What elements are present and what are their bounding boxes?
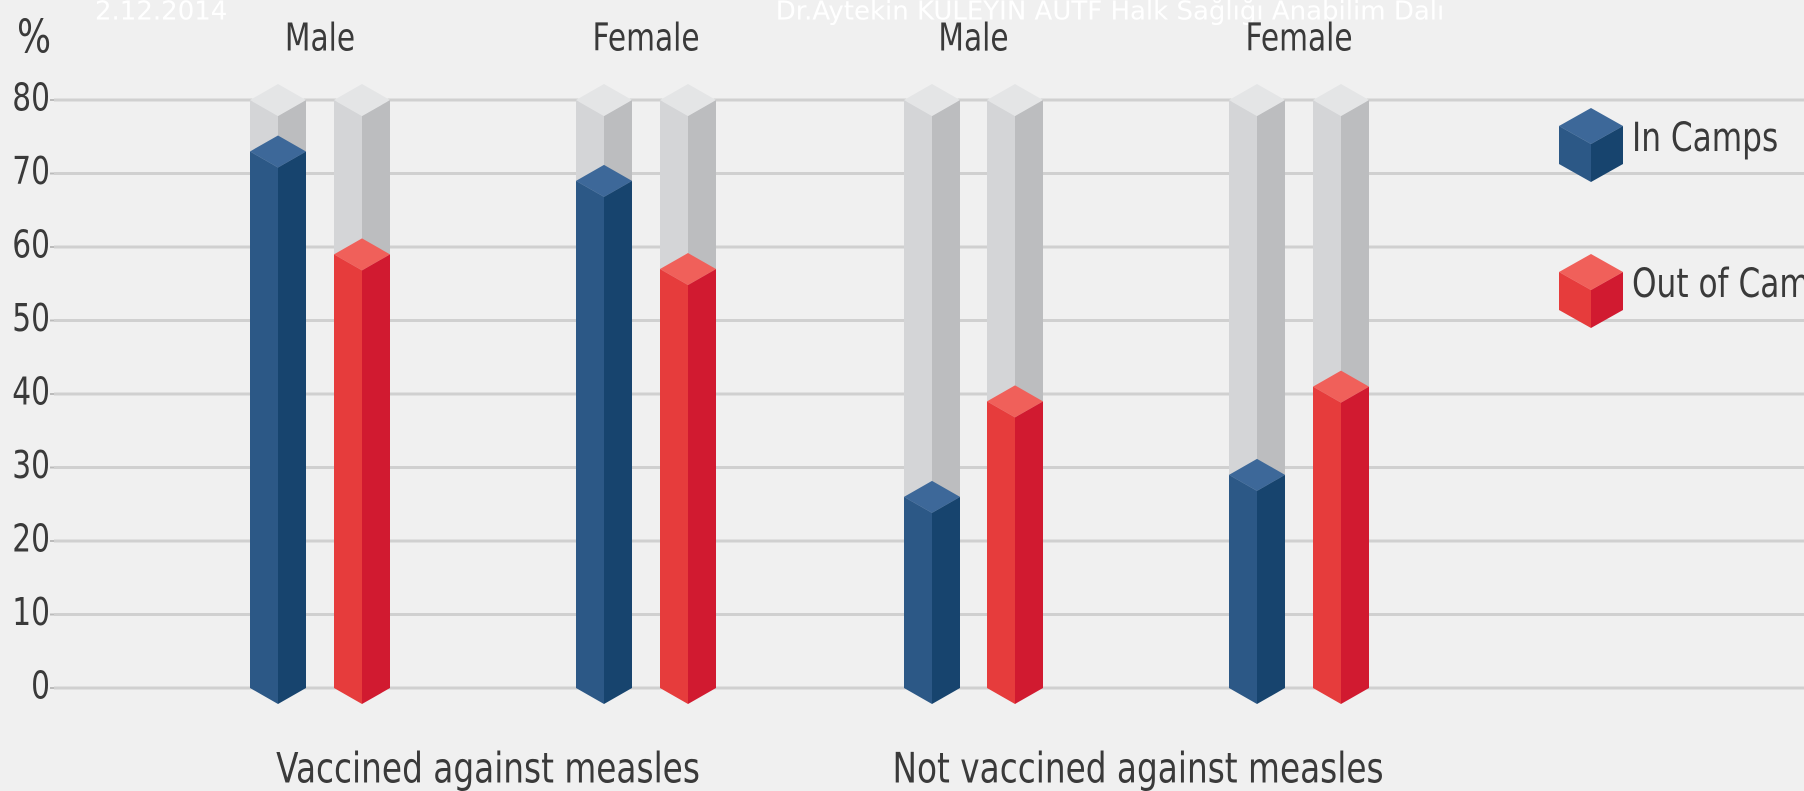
bar-right-face — [1257, 100, 1285, 491]
y-tick-label: 70 — [12, 150, 50, 195]
bar-top-face — [987, 84, 1043, 116]
bar-top-face — [334, 238, 390, 271]
legend-label: Out of Camps — [1632, 261, 1804, 307]
swatch-top — [1559, 108, 1623, 144]
bar-left-face — [1313, 386, 1341, 704]
swatch-left — [1559, 272, 1591, 328]
y-tick-label: 40 — [12, 370, 50, 415]
bar-top-face — [576, 164, 632, 197]
bar-right-face — [932, 496, 960, 704]
bar-background — [334, 84, 390, 271]
bar-top-face — [1229, 458, 1285, 491]
header-author: Dr.Aytekin KÜLEYİN AÜTF Halk Sağlığı Ana… — [776, 0, 1444, 27]
category-label: Male — [938, 16, 1008, 61]
bar-top-face — [1313, 370, 1369, 403]
bar-top-face — [987, 385, 1043, 418]
y-tick-label: 80 — [12, 76, 50, 121]
bar-left-face — [987, 100, 1015, 418]
y-tick-label: 50 — [12, 297, 50, 342]
bar-top-face — [660, 253, 716, 286]
bar-right-face — [1257, 474, 1285, 704]
y-tick-label: 0 — [31, 664, 50, 709]
bar-top-face — [250, 135, 306, 168]
bar-top-face — [334, 84, 390, 116]
bar-left-face — [1229, 474, 1257, 704]
group-label: Vaccined against measles — [276, 744, 700, 791]
bar-left-face — [660, 269, 688, 704]
bar-right-face — [278, 151, 306, 704]
bar-left-face — [1229, 100, 1257, 491]
bar-left-face — [250, 151, 278, 704]
bar-right-face — [1015, 401, 1043, 704]
y-tick-label: 30 — [12, 444, 50, 489]
category-label: Female — [1245, 16, 1352, 61]
bar-background — [987, 84, 1043, 418]
bar-right-face — [362, 254, 390, 704]
bar-top-face — [904, 480, 960, 513]
bar-left-face — [904, 496, 932, 704]
y-tick-label: 20 — [12, 517, 50, 562]
swatch-right — [1591, 126, 1623, 182]
bar — [576, 164, 632, 705]
bar-left-face — [904, 100, 932, 513]
bar-right-face — [362, 100, 390, 271]
bar-left-face — [660, 100, 688, 286]
bar-background — [660, 84, 716, 286]
bar-top-face — [576, 84, 632, 116]
bar — [250, 135, 306, 704]
bar-top-face — [660, 84, 716, 116]
bar — [987, 385, 1043, 704]
swatch-top — [1559, 254, 1623, 290]
group-label: Not vaccined against measles — [892, 744, 1383, 791]
bar — [904, 480, 960, 704]
bar-right-face — [1341, 386, 1369, 704]
category-label: Female — [592, 16, 699, 61]
bar-right-face — [932, 100, 960, 513]
bar — [334, 238, 390, 704]
bar-left-face — [576, 180, 604, 705]
bar — [1313, 370, 1369, 704]
swatch-left — [1559, 126, 1591, 182]
legend-swatch — [1559, 254, 1623, 328]
legend-label: In Camps — [1632, 115, 1778, 161]
bar — [660, 253, 716, 704]
bar-top-face — [250, 84, 306, 116]
y-tick-label: 60 — [12, 223, 50, 268]
bar-left-face — [334, 254, 362, 704]
swatch-right — [1591, 272, 1623, 328]
bar-top-face — [904, 84, 960, 116]
bar-background — [1313, 84, 1369, 403]
bar-top-face — [1229, 84, 1285, 116]
header-date: 2.12.2014 — [95, 0, 227, 27]
category-label: Male — [285, 16, 355, 61]
legend-swatch — [1559, 108, 1623, 182]
bar-left-face — [334, 100, 362, 271]
bar-background — [1229, 84, 1285, 491]
y-axis-label: % — [17, 10, 51, 64]
bar-left-face — [987, 401, 1015, 704]
bar-right-face — [1015, 100, 1043, 418]
bar-top-face — [1313, 84, 1369, 116]
bar-right-face — [688, 269, 716, 704]
bar-right-face — [688, 100, 716, 286]
bar — [1229, 458, 1285, 704]
bar-right-face — [1341, 100, 1369, 403]
y-tick-label: 10 — [12, 591, 50, 636]
bar-background — [904, 84, 960, 513]
bar-left-face — [1313, 100, 1341, 403]
bar-right-face — [604, 180, 632, 705]
